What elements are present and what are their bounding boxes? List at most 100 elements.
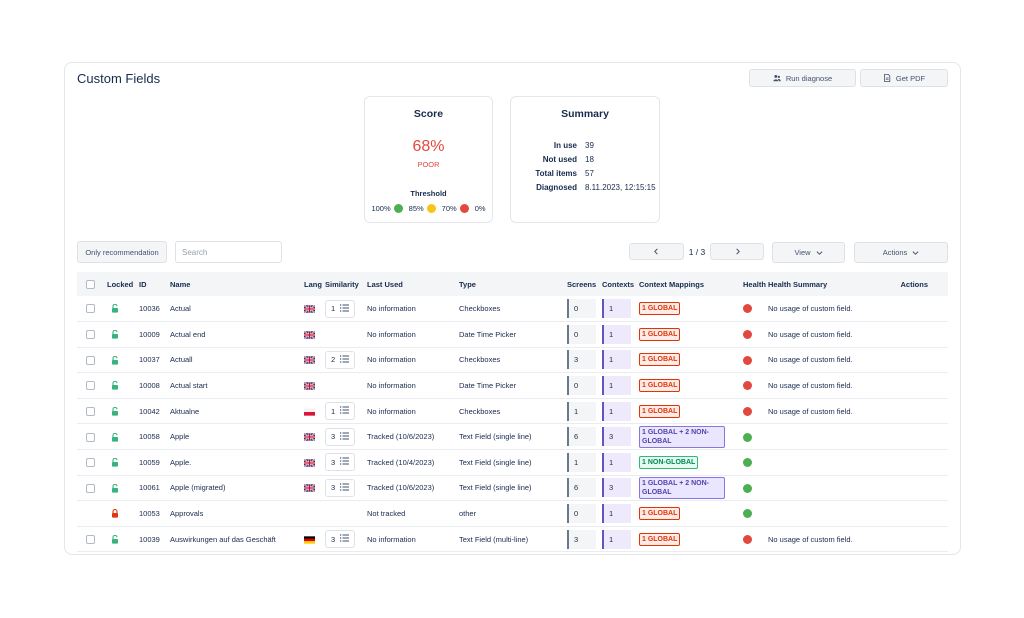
table-row[interactable]: 10009 Actual end No information Date Time P… bbox=[77, 321, 948, 348]
similarity-button[interactable]: 3 bbox=[325, 530, 356, 549]
column-header-context-mappings[interactable]: Context Mappings bbox=[637, 272, 741, 296]
row-checkbox[interactable] bbox=[86, 330, 95, 340]
similarity-count: 2 bbox=[331, 355, 336, 365]
row-checkbox[interactable] bbox=[86, 483, 95, 493]
contexts-count[interactable]: 3 bbox=[602, 478, 631, 498]
actions-dropdown[interactable]: Actions bbox=[854, 242, 948, 263]
view-dropdown[interactable]: View bbox=[772, 242, 845, 263]
health-status-icon bbox=[743, 509, 752, 519]
column-header-actions: Actions bbox=[893, 272, 948, 296]
similarity-cell: 2 bbox=[323, 347, 365, 374]
lock-open-icon[interactable] bbox=[111, 406, 119, 416]
lang-cell bbox=[302, 423, 323, 451]
health-cell bbox=[741, 372, 766, 399]
only-recommendation-button[interactable]: Only recommendation bbox=[77, 241, 167, 263]
similarity-button[interactable]: 1 bbox=[325, 402, 356, 421]
document-icon bbox=[884, 74, 891, 82]
field-name: Approvals bbox=[168, 500, 302, 527]
column-header-name[interactable]: Name bbox=[168, 272, 302, 296]
screens-count[interactable]: 3 bbox=[567, 350, 596, 370]
previous-page-button[interactable] bbox=[629, 243, 684, 260]
column-header-locked[interactable]: Locked bbox=[105, 272, 137, 296]
lock-open-icon[interactable] bbox=[111, 432, 119, 442]
row-checkbox[interactable] bbox=[86, 432, 95, 442]
screens-cell: 3 bbox=[565, 347, 600, 374]
row-checkbox[interactable] bbox=[86, 458, 95, 468]
similarity-button[interactable]: 3 bbox=[325, 427, 356, 446]
screens-count[interactable]: 3 bbox=[567, 529, 596, 549]
screens-count[interactable]: 6 bbox=[567, 427, 596, 447]
column-header-type[interactable]: Type bbox=[457, 272, 565, 296]
list-icon bbox=[340, 483, 350, 493]
row-select-cell bbox=[77, 449, 105, 476]
select-all-checkbox[interactable] bbox=[86, 279, 95, 289]
contexts-count[interactable]: 1 bbox=[602, 452, 631, 472]
contexts-count[interactable]: 1 bbox=[602, 350, 631, 370]
lock-open-icon[interactable] bbox=[111, 355, 119, 365]
similarity-button[interactable]: 3 bbox=[325, 453, 356, 472]
lock-closed-icon[interactable] bbox=[111, 509, 119, 518]
screens-count[interactable]: 1 bbox=[567, 452, 596, 472]
row-checkbox[interactable] bbox=[86, 304, 95, 314]
screens-count[interactable]: 0 bbox=[567, 504, 596, 524]
last-used: No information bbox=[365, 347, 457, 374]
get-pdf-button[interactable]: Get PDF bbox=[860, 69, 948, 87]
lock-open-icon[interactable] bbox=[111, 483, 119, 493]
field-id: 10042 bbox=[137, 398, 168, 425]
screens-count[interactable]: 0 bbox=[567, 324, 596, 344]
flag-gb-icon bbox=[304, 432, 315, 442]
contexts-count[interactable]: 1 bbox=[602, 299, 631, 319]
similarity-button[interactable]: 2 bbox=[325, 350, 356, 369]
row-checkbox[interactable] bbox=[86, 406, 95, 416]
column-header-screens[interactable]: Screens bbox=[565, 272, 600, 296]
health-status-icon bbox=[743, 432, 752, 442]
contexts-count[interactable]: 1 bbox=[602, 401, 631, 421]
contexts-count[interactable]: 1 bbox=[602, 376, 631, 396]
column-header-id[interactable]: ID bbox=[137, 272, 168, 296]
table-row[interactable]: 10036 Actual 1 No information Checkboxes 0 1 1 … bbox=[77, 296, 948, 323]
next-page-button[interactable] bbox=[710, 243, 764, 260]
screens-count[interactable]: 6 bbox=[567, 478, 596, 498]
column-header-health-summary[interactable]: Health Summary bbox=[766, 272, 893, 296]
column-header-lang[interactable]: Lang bbox=[302, 272, 323, 296]
table-row[interactable]: 10053 Approvals Not tracked other 0 1 1 GLOBAL bbox=[77, 500, 948, 527]
column-header-last-used[interactable]: Last Used bbox=[365, 272, 457, 296]
field-id: 10059 bbox=[137, 449, 168, 476]
run-diagnose-button[interactable]: Run diagnose bbox=[749, 69, 856, 87]
contexts-count[interactable]: 1 bbox=[602, 529, 631, 549]
list-icon bbox=[340, 303, 350, 314]
column-header-health[interactable]: Health bbox=[741, 272, 766, 296]
row-checkbox[interactable] bbox=[86, 355, 95, 365]
flag-gb-icon bbox=[304, 330, 315, 339]
flag-gb-icon bbox=[304, 381, 315, 391]
lock-open-icon[interactable] bbox=[111, 457, 119, 467]
table-row[interactable]: 10039 Auswirkungen auf das Geschäft 3 No in… bbox=[77, 526, 948, 553]
similarity-button[interactable]: 3 bbox=[325, 478, 356, 497]
similarity-button[interactable]: 1 bbox=[325, 299, 356, 318]
lock-open-icon[interactable] bbox=[111, 381, 119, 390]
flag-gb-icon bbox=[304, 458, 315, 467]
score-label: POOR bbox=[417, 160, 440, 169]
lock-open-icon[interactable] bbox=[111, 304, 119, 313]
contexts-count[interactable]: 1 bbox=[602, 324, 631, 344]
table-row[interactable]: 10037 Actuall 2 No information Checkboxes 3 1 1… bbox=[77, 347, 948, 374]
column-header-contexts[interactable]: Contexts bbox=[600, 272, 637, 296]
screens-count[interactable]: 0 bbox=[567, 376, 596, 396]
column-header-similarity[interactable]: Similarity bbox=[323, 272, 365, 296]
row-checkbox[interactable] bbox=[86, 381, 95, 391]
lock-open-icon[interactable] bbox=[111, 329, 119, 339]
screens-cell: 0 bbox=[565, 296, 600, 323]
search-input[interactable] bbox=[175, 241, 282, 263]
lock-open-icon[interactable] bbox=[111, 534, 119, 544]
contexts-count[interactable]: 3 bbox=[602, 427, 631, 447]
table-row[interactable]: 10042 Aktualne 1 No information Checkboxes 1 1… bbox=[77, 398, 948, 425]
row-checkbox[interactable] bbox=[86, 534, 95, 544]
contexts-count[interactable]: 1 bbox=[602, 504, 631, 524]
lang-cell bbox=[302, 449, 323, 476]
table-row[interactable]: 10058 Apple 3 Tracked (10/6/2023) Text Field… bbox=[77, 423, 948, 451]
table-row[interactable]: 10059 Apple. 3 Tracked (10/4/2023) Text Fiel… bbox=[77, 449, 948, 476]
screens-count[interactable]: 0 bbox=[567, 299, 596, 319]
table-row[interactable]: 10008 Actual start No information Date Time… bbox=[77, 372, 948, 399]
screens-count[interactable]: 1 bbox=[567, 401, 596, 421]
table-row[interactable]: 10061 Apple (migrated) 3 Tracked (10/6/2023… bbox=[77, 475, 948, 502]
